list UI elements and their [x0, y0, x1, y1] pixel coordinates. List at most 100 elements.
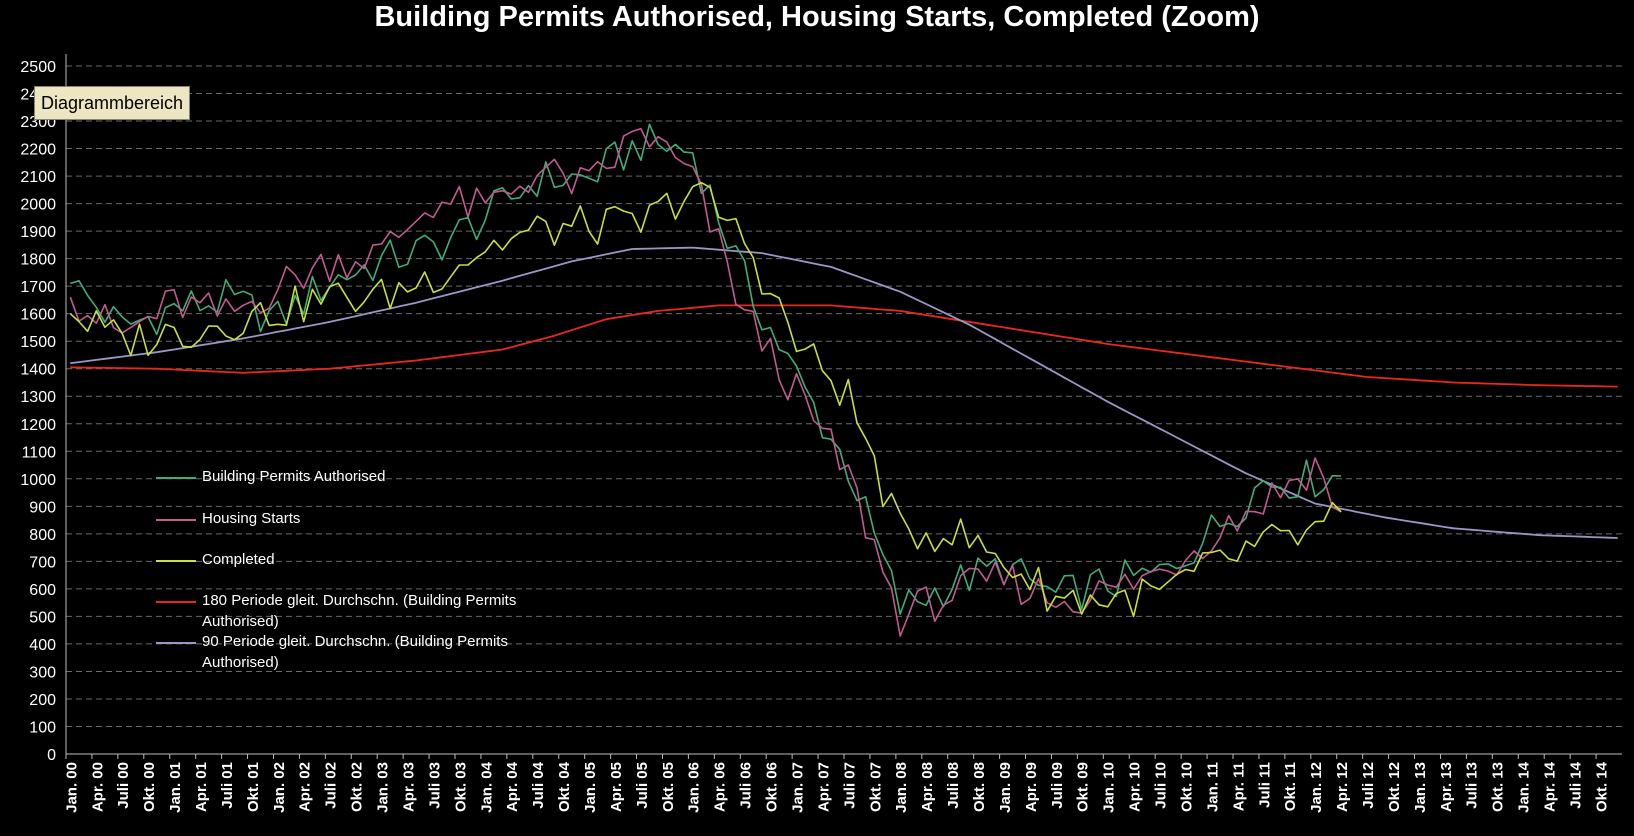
- x-tick-label: Juli 05: [634, 762, 651, 809]
- y-tick-label: 0: [47, 747, 56, 764]
- x-tick-label: Okt. 04: [556, 761, 573, 812]
- x-tick-label: Apr. 06: [712, 762, 729, 812]
- x-tick-label: Jan. 07: [789, 762, 806, 813]
- x-tick-label: Juli 07: [841, 762, 858, 809]
- x-tick-label: Apr. 07: [815, 762, 832, 812]
- x-tick-label: Jan. 14: [1516, 761, 1533, 813]
- x-tick-label: Apr. 03: [400, 762, 417, 812]
- legend-swatch: [156, 601, 196, 603]
- y-tick-label: 1300: [20, 389, 56, 406]
- chart-title: Building Permits Authorised, Housing Sta…: [374, 1, 1260, 33]
- x-tick-label: Apr. 08: [919, 762, 936, 812]
- y-tick-label: 2500: [20, 59, 56, 76]
- x-tick-label: Apr. 12: [1334, 762, 1351, 812]
- y-tick-label: 100: [29, 719, 56, 736]
- series-line-1: [70, 123, 1342, 615]
- y-tick-label: 600: [29, 582, 56, 599]
- x-tick-label: Jan. 06: [686, 762, 703, 813]
- y-tick-label: 1100: [22, 444, 57, 461]
- y-tick-label: 1900: [20, 224, 56, 241]
- x-tick-label: Apr. 04: [504, 761, 521, 812]
- series-line-2: [69, 127, 1342, 637]
- x-tick-label: Juli 03: [426, 762, 443, 809]
- y-tick-label: 500: [29, 609, 56, 626]
- legend-label: Housing Starts: [202, 510, 301, 527]
- y-tick-label: 900: [29, 499, 56, 516]
- x-tick-label: Okt. 03: [452, 762, 469, 812]
- x-tick-label: Apr. 10: [1127, 762, 1144, 812]
- x-tick-label: Jan. 08: [893, 762, 910, 813]
- x-tick-label: Juli 13: [1464, 762, 1481, 809]
- legend-item: Housing Starts: [156, 508, 562, 529]
- x-tick-label: Juli 02: [323, 762, 340, 809]
- legend-label: Building Permits Authorised: [202, 468, 386, 485]
- legend-item: 90 Periode gleit. Durchschn. (Building P…: [156, 631, 562, 673]
- x-tick-label: Okt. 14: [1593, 761, 1610, 812]
- x-tick-label: Juli 11: [1256, 762, 1273, 808]
- x-tick-label: Jan. 02: [271, 762, 288, 813]
- x-tick-label: Jan. 09: [997, 762, 1014, 813]
- y-tick-label: 1600: [20, 307, 56, 324]
- x-tick-label: Juli 08: [945, 762, 962, 809]
- y-tick-label: 400: [29, 637, 56, 654]
- x-tick-label: Okt. 09: [1075, 762, 1092, 812]
- x-tick-label: Okt. 07: [867, 762, 884, 812]
- x-tick-label: Apr. 05: [608, 762, 625, 812]
- x-tick-label: Okt. 00: [141, 762, 158, 812]
- y-tick-label: 700: [29, 554, 56, 571]
- x-tick-label: Jan. 04: [478, 761, 495, 813]
- y-tick-label: 800: [29, 527, 56, 544]
- series-line-3: [69, 181, 1342, 618]
- x-tick-label: Apr. 14: [1542, 761, 1559, 812]
- x-tick-label: Jan. 05: [582, 762, 599, 813]
- x-tick-label: Juli 04: [530, 761, 547, 808]
- legend-swatch: [156, 477, 196, 479]
- y-tick-label: 2000: [20, 197, 56, 214]
- y-tick-label: 1500: [20, 334, 56, 351]
- series-line-4: [70, 304, 1618, 388]
- series-line-5: [70, 246, 1618, 539]
- x-tick-label: Juli 09: [1049, 762, 1066, 809]
- x-tick-label: Okt. 02: [349, 762, 366, 812]
- legend-label: 180 Periode gleit. Durchschn. (Building …: [202, 592, 517, 630]
- x-tick-label: Apr. 00: [89, 762, 106, 812]
- x-tick-label: Jan. 13: [1412, 762, 1429, 813]
- x-tick-label: Juli 06: [738, 762, 755, 809]
- y-tick-label: 200: [29, 692, 56, 709]
- x-tick-label: Apr. 01: [193, 762, 210, 812]
- x-tick-label: Jan. 00: [63, 762, 80, 813]
- chart-area-tooltip: Diagrammbereich: [34, 86, 191, 120]
- y-tick-label: 1200: [20, 417, 56, 434]
- x-tick-label: Apr. 02: [297, 762, 314, 812]
- x-tick-label: Okt. 01: [245, 762, 262, 812]
- legend-label: Completed: [202, 551, 275, 568]
- y-tick-label: 1800: [20, 252, 56, 269]
- legend-label: 90 Periode gleit. Durchschn. (Building P…: [202, 633, 508, 671]
- legend-item: Completed: [156, 549, 562, 570]
- x-tick-label: Okt. 11: [1282, 762, 1299, 811]
- legend-item: 180 Periode gleit. Durchschn. (Building …: [156, 590, 562, 632]
- y-tick-label: 1000: [20, 472, 56, 489]
- x-tick-label: Okt. 13: [1490, 762, 1507, 812]
- x-tick-label: Jan. 10: [1101, 762, 1118, 813]
- legend-swatch: [156, 519, 196, 521]
- y-tick-label: 1700: [20, 279, 56, 296]
- x-tick-label: Juli 14: [1567, 761, 1584, 808]
- x-tick-label: Jan. 01: [167, 762, 184, 813]
- x-tick-label: Okt. 05: [660, 762, 677, 812]
- y-tick-label: 300: [29, 664, 56, 681]
- x-tick-label: Okt. 06: [764, 762, 781, 812]
- legend-swatch: [156, 642, 196, 644]
- x-tick-label: Okt. 12: [1386, 762, 1403, 812]
- y-tick-label: 2100: [20, 169, 56, 186]
- x-tick-label: Juli 10: [1153, 762, 1170, 809]
- x-tick-label: Apr. 11: [1230, 762, 1247, 811]
- legend-item: Building Permits Authorised: [156, 466, 562, 487]
- x-tick-label: Jan. 12: [1308, 762, 1325, 813]
- x-tick-label: Juli 01: [219, 762, 236, 809]
- x-tick-label: Okt. 08: [971, 762, 988, 812]
- x-tick-label: Apr. 09: [1023, 762, 1040, 812]
- y-tick-label: 2200: [20, 142, 56, 159]
- x-tick-label: Jan. 03: [375, 762, 392, 813]
